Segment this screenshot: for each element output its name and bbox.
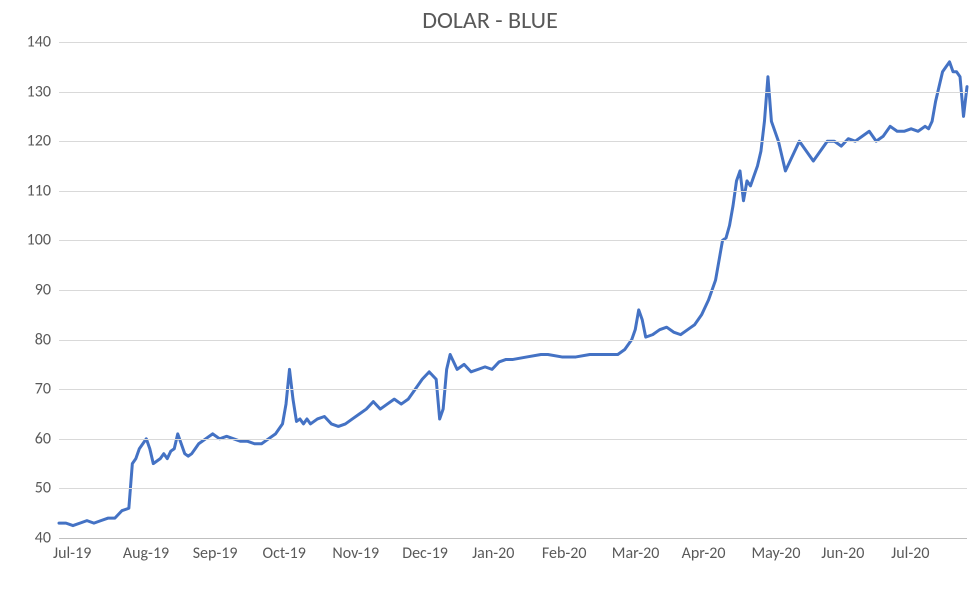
gridline (59, 290, 967, 291)
x-tick-label: Jul-20 (891, 538, 929, 563)
y-tick-label: 130 (27, 82, 59, 101)
y-tick-label: 110 (27, 181, 59, 200)
gridline (59, 191, 967, 192)
y-tick-label: 70 (35, 380, 59, 399)
x-tick-label: Apr-20 (682, 538, 726, 563)
y-tick-label: 90 (35, 281, 59, 300)
x-tick-label: Oct-19 (263, 538, 306, 563)
gridline (59, 340, 967, 341)
x-tick-label: Jul-19 (53, 538, 91, 563)
gridline (59, 42, 967, 43)
x-tick-label: Nov-19 (332, 538, 379, 563)
x-tick-label: Mar-20 (612, 538, 660, 563)
y-tick-label: 120 (27, 132, 59, 151)
gridline (59, 92, 967, 93)
y-tick-label: 80 (35, 330, 59, 349)
chart-container: DOLAR - BLUE 405060708090100110120130140… (0, 0, 980, 589)
x-tick-label: Jan-20 (472, 538, 514, 563)
x-tick-label: Aug-19 (123, 538, 169, 563)
y-tick-label: 60 (35, 429, 59, 448)
x-tick-label: May-20 (751, 538, 800, 563)
gridline (59, 389, 967, 390)
gridline (59, 488, 967, 489)
plot-area: 405060708090100110120130140Jul-19Aug-19S… (58, 42, 967, 538)
gridline (59, 439, 967, 440)
chart-title: DOLAR - BLUE (0, 6, 980, 35)
x-tick-label: Feb-20 (542, 538, 587, 563)
y-tick-label: 100 (27, 231, 59, 250)
x-tick-label: Sep-19 (193, 538, 238, 563)
y-tick-label: 140 (27, 33, 59, 52)
x-tick-label: Jun-20 (821, 538, 864, 563)
data-line (59, 62, 967, 526)
gridline (59, 141, 967, 142)
gridline (59, 240, 967, 241)
y-tick-label: 50 (35, 479, 59, 498)
x-tick-label: Dec-19 (402, 538, 448, 563)
